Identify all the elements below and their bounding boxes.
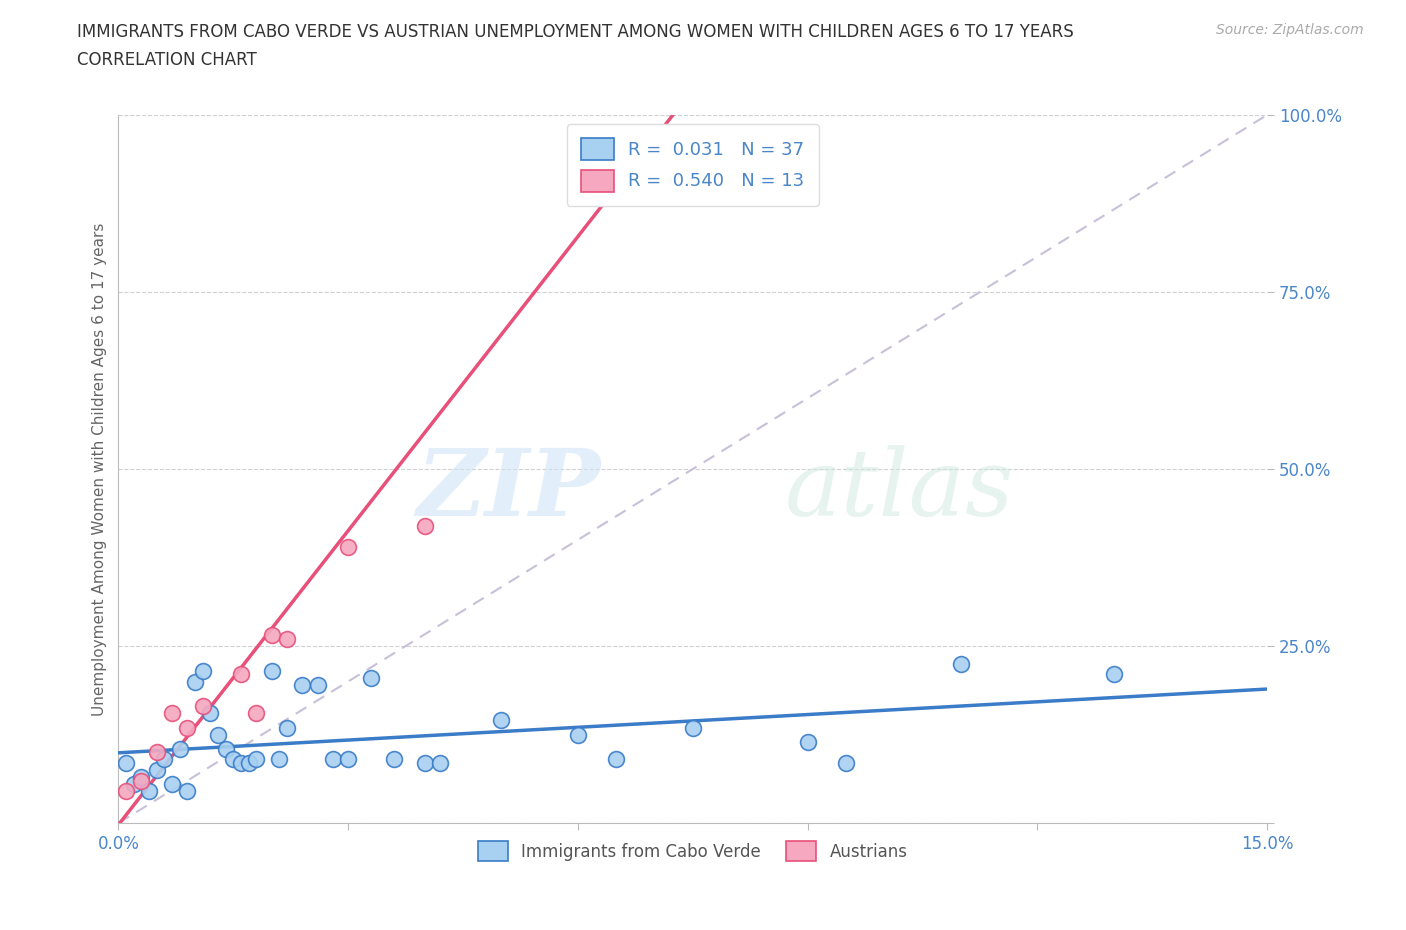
Point — [260, 663, 283, 678]
Point — [176, 720, 198, 735]
Point — [214, 741, 236, 756]
Point — [307, 678, 329, 693]
Point — [605, 752, 627, 767]
Point — [382, 752, 405, 767]
Point — [176, 784, 198, 799]
Point — [291, 678, 314, 693]
Point — [322, 752, 344, 767]
Point — [184, 674, 207, 689]
Point — [160, 706, 183, 721]
Point — [207, 727, 229, 742]
Point — [245, 752, 267, 767]
Point — [160, 777, 183, 791]
Point — [115, 784, 138, 799]
Point — [245, 706, 267, 721]
Point — [949, 657, 972, 671]
Point — [567, 136, 589, 151]
Point — [413, 755, 436, 770]
Point — [145, 763, 167, 777]
Point — [222, 752, 245, 767]
Point — [200, 706, 222, 721]
Point — [491, 713, 513, 728]
Point — [238, 755, 260, 770]
Point — [567, 727, 589, 742]
Point — [229, 667, 252, 682]
Point — [191, 698, 214, 713]
Point — [191, 663, 214, 678]
Point — [1102, 667, 1125, 682]
Text: Source: ZipAtlas.com: Source: ZipAtlas.com — [1216, 23, 1364, 37]
Point — [360, 671, 382, 685]
Point — [115, 755, 138, 770]
Y-axis label: Unemployment Among Women with Children Ages 6 to 17 years: Unemployment Among Women with Children A… — [93, 222, 107, 716]
Point — [153, 752, 176, 767]
Point — [835, 755, 858, 770]
Point — [229, 755, 252, 770]
Point — [276, 631, 298, 646]
Point — [122, 777, 145, 791]
Legend: Immigrants from Cabo Verde, Austrians: Immigrants from Cabo Verde, Austrians — [471, 834, 914, 868]
Point — [169, 741, 191, 756]
Point — [145, 745, 167, 760]
Point — [276, 720, 298, 735]
Point — [269, 752, 291, 767]
Text: atlas: atlas — [785, 445, 1014, 536]
Point — [682, 720, 704, 735]
Text: CORRELATION CHART: CORRELATION CHART — [77, 51, 257, 69]
Point — [131, 773, 153, 788]
Point — [413, 518, 436, 533]
Point — [796, 735, 818, 750]
Point — [337, 539, 360, 554]
Point — [260, 628, 283, 643]
Point — [131, 770, 153, 785]
Point — [138, 784, 160, 799]
Text: IMMIGRANTS FROM CABO VERDE VS AUSTRIAN UNEMPLOYMENT AMONG WOMEN WITH CHILDREN AG: IMMIGRANTS FROM CABO VERDE VS AUSTRIAN U… — [77, 23, 1074, 41]
Point — [429, 755, 451, 770]
Point — [337, 752, 360, 767]
Text: ZIP: ZIP — [416, 445, 600, 536]
